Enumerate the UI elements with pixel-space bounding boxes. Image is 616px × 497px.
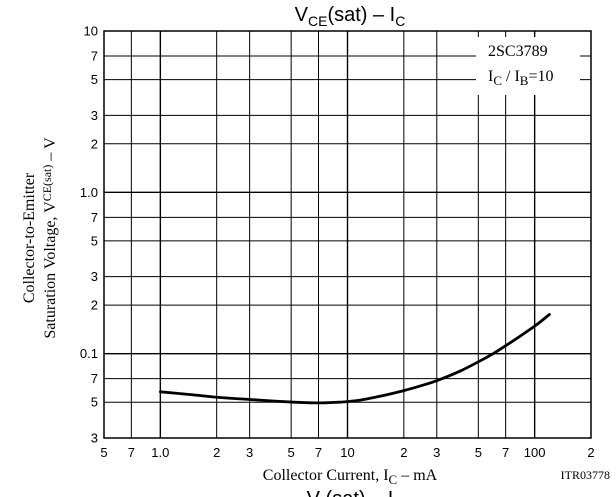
x-tick-label: 5 bbox=[475, 445, 482, 460]
x-tick-label: 2 bbox=[587, 445, 594, 460]
x-tick-label: 7 bbox=[502, 445, 509, 460]
x-tick-labels: 5 7 1.0 2 3 5 7 10 2 3 5 7 100 2 bbox=[100, 445, 594, 460]
chart-title: VCE(sat) – IC bbox=[295, 4, 406, 29]
y-tick-label: 5 bbox=[91, 72, 98, 87]
x-tick-label: 5 bbox=[288, 445, 295, 460]
y-tick-label: 2 bbox=[91, 298, 98, 313]
y-tick-label: 3 bbox=[91, 431, 98, 446]
y-tick-label: 3 bbox=[91, 269, 98, 284]
xlabel-sub: C bbox=[389, 472, 398, 487]
y-tick-label: 7 bbox=[91, 210, 98, 225]
x-tick-label: 5 bbox=[100, 445, 107, 460]
x-axis-label: Collector Current, IC – mA bbox=[263, 467, 438, 487]
ylabel-sub: CE(sat) bbox=[40, 165, 54, 202]
cond-mid: / I bbox=[502, 68, 520, 85]
y-tick-label: 5 bbox=[91, 233, 98, 248]
x-tick-label: 2 bbox=[400, 445, 407, 460]
xlabel-main: Collector Current, I bbox=[263, 467, 389, 484]
title-sub-ce: CE bbox=[308, 13, 327, 29]
xlabel-unit: – mA bbox=[397, 467, 437, 484]
figure-code: ITR03778 bbox=[561, 468, 610, 482]
x-tick-label: 100 bbox=[524, 445, 546, 460]
y-tick-label: 2 bbox=[91, 136, 98, 151]
x-tick-label: 2 bbox=[213, 445, 220, 460]
condition-label: IC / IB=10 bbox=[488, 68, 553, 88]
y-tick-label: 0.1 bbox=[80, 346, 98, 361]
x-tick-label: 3 bbox=[433, 445, 440, 460]
title-mid: (sat) – I bbox=[327, 4, 395, 26]
cond-sub-b: B bbox=[520, 73, 529, 88]
cond-i: I bbox=[488, 68, 493, 85]
part-number: 2SC3789 bbox=[488, 43, 548, 60]
x-tick-label: 7 bbox=[128, 445, 135, 460]
cond-sub-c: C bbox=[493, 73, 502, 88]
cond-tail: =10 bbox=[528, 68, 553, 85]
x-tick-label: 1.0 bbox=[151, 445, 169, 460]
ylabel-main: Saturation Voltage, V bbox=[42, 201, 59, 339]
x-tick-label: 3 bbox=[246, 445, 253, 460]
title-main: V bbox=[295, 4, 309, 26]
y-axis-label-line1: Collector-to-Emitter bbox=[21, 172, 38, 303]
y-tick-labels: 3 5 7 0.1 2 3 5 7 1.0 2 3 5 7 10 bbox=[80, 24, 98, 446]
y-tick-label: 1.0 bbox=[80, 185, 98, 200]
series-line bbox=[158, 313, 551, 405]
y-tick-label: 7 bbox=[91, 48, 98, 63]
y-tick-label: 10 bbox=[84, 24, 98, 39]
plot-frame bbox=[103, 30, 592, 439]
y-axis-label-line2: Saturation Voltage, VCE(sat) – V bbox=[40, 137, 59, 339]
y-tick-label: 7 bbox=[91, 371, 98, 386]
annotation-box bbox=[476, 37, 580, 95]
y-tick-label: 3 bbox=[91, 108, 98, 123]
ylabel-unit: – V bbox=[42, 137, 59, 165]
bottom-title-fragment: V (sat) – I bbox=[307, 488, 394, 497]
title-sub-c: C bbox=[395, 13, 405, 29]
y-tick-label: 5 bbox=[91, 395, 98, 410]
x-tick-label: 10 bbox=[340, 445, 354, 460]
x-tick-label: 7 bbox=[315, 445, 322, 460]
